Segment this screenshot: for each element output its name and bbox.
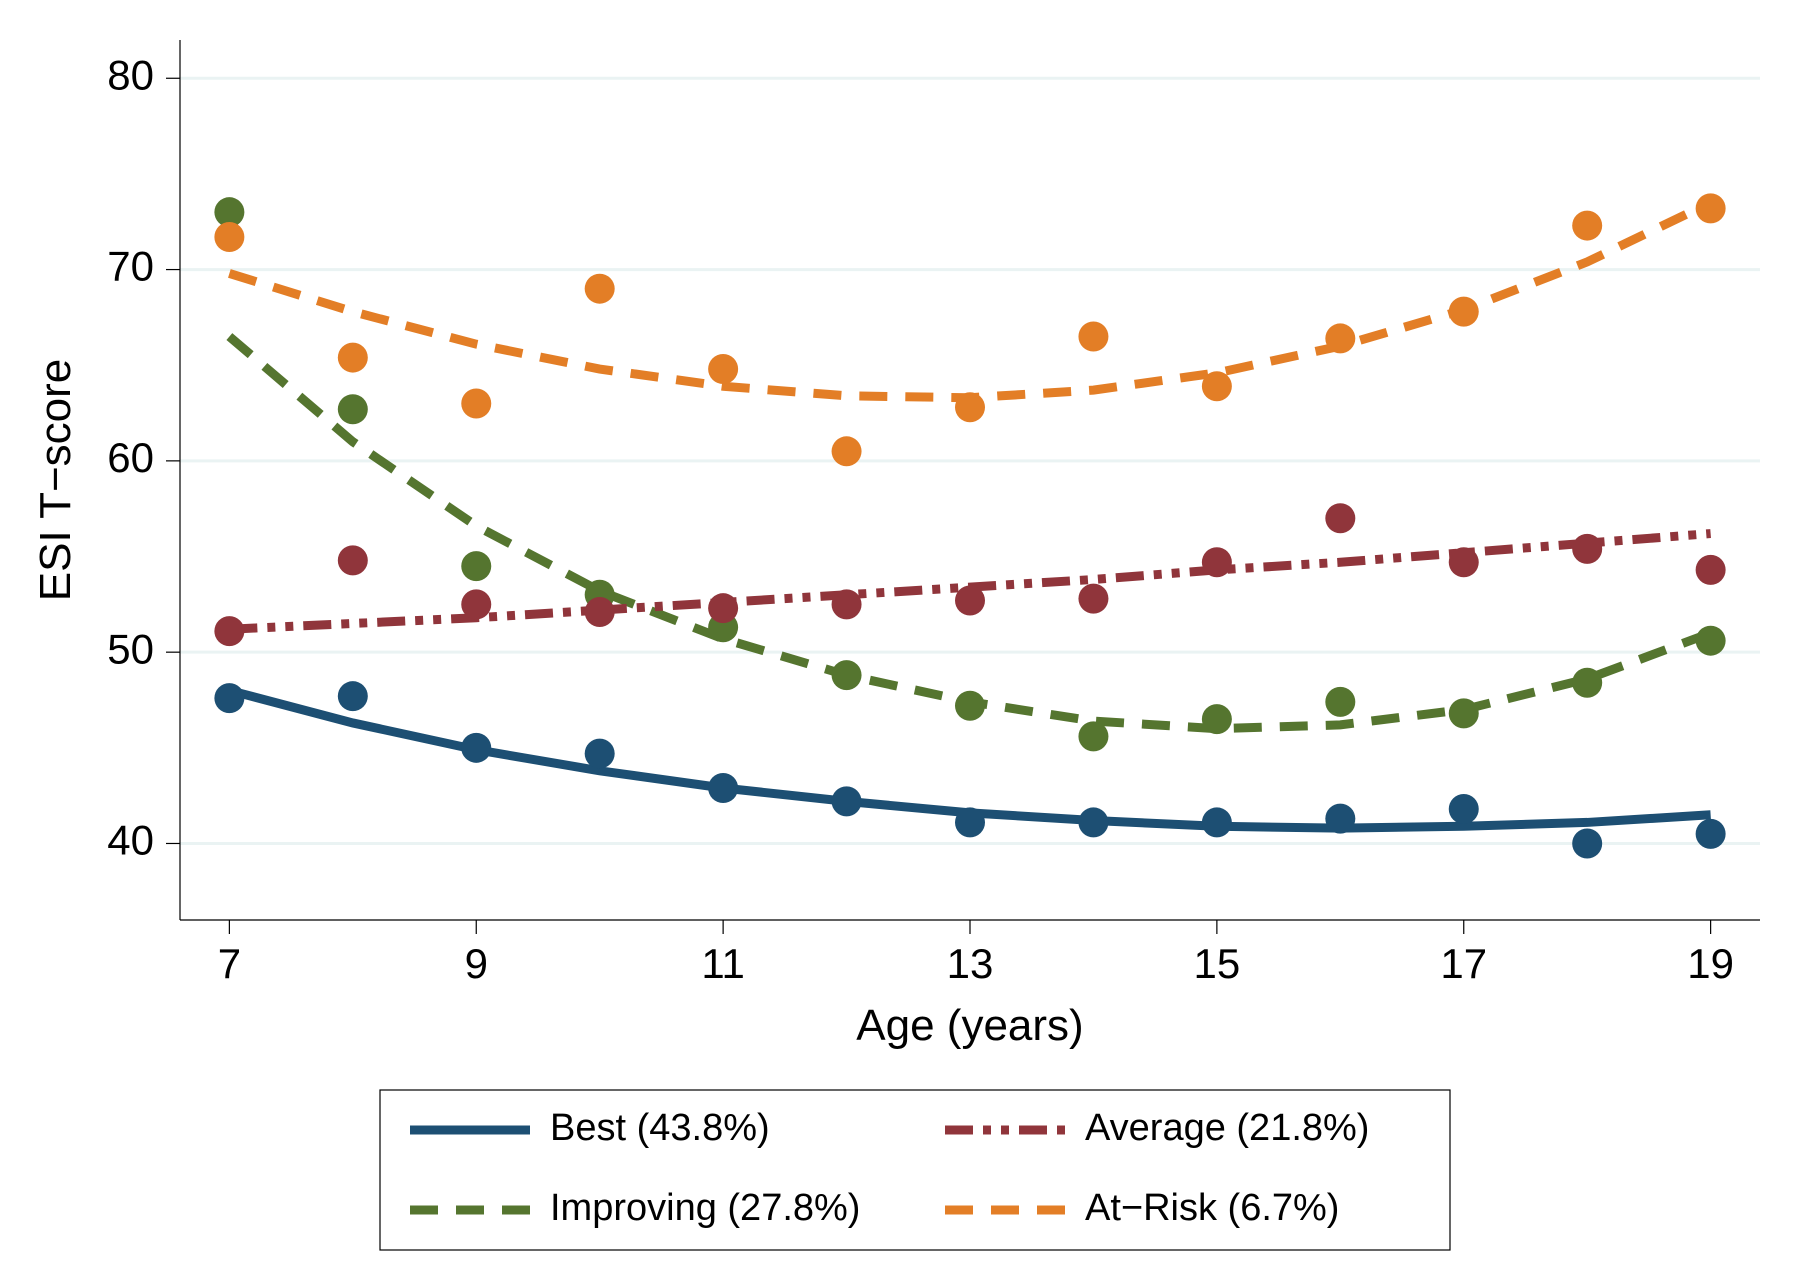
series-marker-atrisk <box>1572 211 1602 241</box>
series-marker-improving <box>1449 698 1479 728</box>
series-marker-average <box>708 593 738 623</box>
series-marker-best <box>1449 794 1479 824</box>
series-marker-average <box>1202 547 1232 577</box>
x-tick-label: 11 <box>701 940 745 987</box>
y-tick-label: 60 <box>107 434 154 481</box>
series-marker-best <box>585 739 615 769</box>
series-marker-best <box>708 773 738 803</box>
series-marker-atrisk <box>1325 323 1355 353</box>
y-tick-label: 50 <box>107 625 154 672</box>
x-tick-label: 9 <box>465 940 488 987</box>
series-marker-average <box>1449 547 1479 577</box>
series-marker-average <box>338 545 368 575</box>
series-marker-atrisk <box>955 392 985 422</box>
series-marker-atrisk <box>708 354 738 384</box>
series-marker-atrisk <box>1449 297 1479 327</box>
series-marker-atrisk <box>585 274 615 304</box>
esi-trajectory-chart: 40 50 60 70 80 7 9 11 13 15 17 19 ESI T−score Age (ye… <box>0 0 1800 1274</box>
legend-label-improving: Improving (27.8%) <box>550 1187 860 1229</box>
series-marker-atrisk <box>1696 193 1726 223</box>
series-marker-average <box>832 589 862 619</box>
series-marker-atrisk <box>338 343 368 373</box>
y-tick-label: 70 <box>107 243 154 290</box>
y-axis-label: ESI T−score <box>31 359 80 602</box>
series-marker-improving <box>1325 687 1355 717</box>
y-tick-label: 80 <box>107 51 154 98</box>
series-marker-atrisk <box>461 388 491 418</box>
series-marker-best <box>1202 807 1232 837</box>
series-marker-average <box>1696 555 1726 585</box>
series-marker-average <box>1325 503 1355 533</box>
series-marker-improving <box>1572 668 1602 698</box>
series-marker-best <box>1078 807 1108 837</box>
series-marker-improving <box>955 691 985 721</box>
legend-label-atrisk: At−Risk (6.7%) <box>1085 1187 1339 1229</box>
series-marker-atrisk <box>1202 371 1232 401</box>
x-axis-label: Age (years) <box>856 1001 1083 1050</box>
x-tick-label: 19 <box>1687 940 1734 987</box>
series-marker-improving <box>1078 721 1108 751</box>
legend-label-best: Best (43.8%) <box>550 1107 770 1149</box>
plot-area <box>180 40 1760 920</box>
x-tick-label: 15 <box>1194 940 1241 987</box>
series-marker-average <box>585 597 615 627</box>
series-marker-best <box>1572 828 1602 858</box>
y-tick-label: 40 <box>107 817 154 864</box>
series-marker-best <box>461 733 491 763</box>
x-tick-label: 7 <box>218 940 241 987</box>
series-marker-average <box>461 589 491 619</box>
x-tick-label: 13 <box>947 940 994 987</box>
series-marker-improving <box>338 394 368 424</box>
series-marker-improving <box>1202 704 1232 734</box>
series-marker-best <box>1325 804 1355 834</box>
series-marker-atrisk <box>832 436 862 466</box>
series-marker-average <box>1078 584 1108 614</box>
series-marker-best <box>1696 819 1726 849</box>
series-marker-best <box>832 786 862 816</box>
series-marker-atrisk <box>214 222 244 252</box>
series-marker-improving <box>832 660 862 690</box>
series-marker-improving <box>1696 626 1726 656</box>
series-marker-best <box>338 681 368 711</box>
series-marker-average <box>955 586 985 616</box>
series-marker-atrisk <box>1078 322 1108 352</box>
x-tick-label: 17 <box>1440 940 1487 987</box>
chart-container: 40 50 60 70 80 7 9 11 13 15 17 19 ESI T−score Age (ye… <box>0 0 1800 1274</box>
series-marker-average <box>1572 534 1602 564</box>
series-marker-improving <box>461 551 491 581</box>
series-marker-best <box>955 807 985 837</box>
series-marker-best <box>214 683 244 713</box>
series-marker-average <box>214 616 244 646</box>
legend-label-average: Average (21.8%) <box>1085 1107 1369 1149</box>
